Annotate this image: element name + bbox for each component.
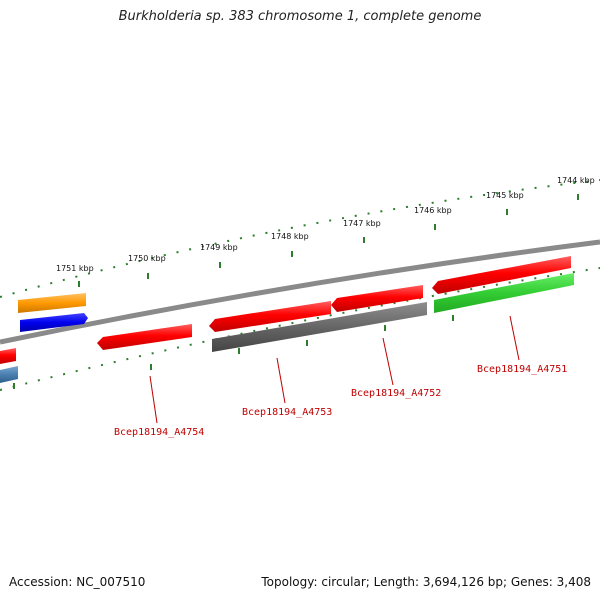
gene-label-a4752: Bcep18194_A4752: [351, 388, 441, 399]
gene-a4753-pseudo: [212, 302, 427, 352]
genome-title: Burkholderia sp. 383 chromosome 1, compl…: [118, 9, 482, 24]
leader-a4752: [382, 337, 394, 386]
kbp-label: 1745 kbp: [486, 191, 524, 200]
kbp-label: 1750 kbp: [128, 254, 166, 263]
accession-label: Accession: NC_007510: [9, 575, 146, 589]
gene-label-a4753: Bcep18194_A4753: [242, 407, 332, 418]
gene-blue: [20, 313, 88, 332]
leader-a4753: [276, 357, 286, 404]
gene-a4751-forward: [432, 256, 571, 294]
kbp-label: 1749 kbp: [200, 243, 238, 252]
genome-summary: Topology: circular; Length: 3,694,126 bp…: [261, 575, 591, 589]
leader-lines: [149, 315, 520, 424]
kbp-label: 1747 kbp: [343, 219, 381, 228]
gene-label-a4751: Bcep18194_A4751: [477, 364, 567, 375]
gene-a4754: [97, 324, 192, 350]
gene-a4753-forward: [209, 301, 331, 332]
kbp-label: 1744 kbp: [557, 176, 595, 185]
kbp-label: 1746 kbp: [414, 206, 452, 215]
major-ticks: [13, 194, 579, 389]
leader-a4754: [149, 375, 158, 424]
gene-a4752-forward: [331, 285, 423, 312]
gene-steel-left-edge: [0, 366, 18, 383]
leader-a4751: [509, 315, 520, 361]
chromosome-backbone: [0, 239, 600, 345]
gene-label-a4754: Bcep18194_A4754: [114, 427, 204, 438]
gene-orange: [18, 293, 86, 313]
gene-red-left-edge: [0, 348, 16, 364]
gene-a4751-rna: [434, 273, 574, 313]
kbp-label: 1748 kbp: [271, 232, 309, 241]
kbp-label: 1751 kbp: [56, 264, 94, 273]
